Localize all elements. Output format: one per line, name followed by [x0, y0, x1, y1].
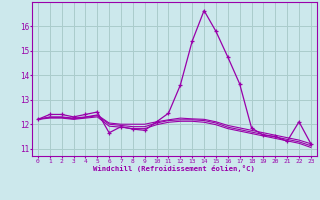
X-axis label: Windchill (Refroidissement éolien,°C): Windchill (Refroidissement éolien,°C) — [93, 165, 255, 172]
